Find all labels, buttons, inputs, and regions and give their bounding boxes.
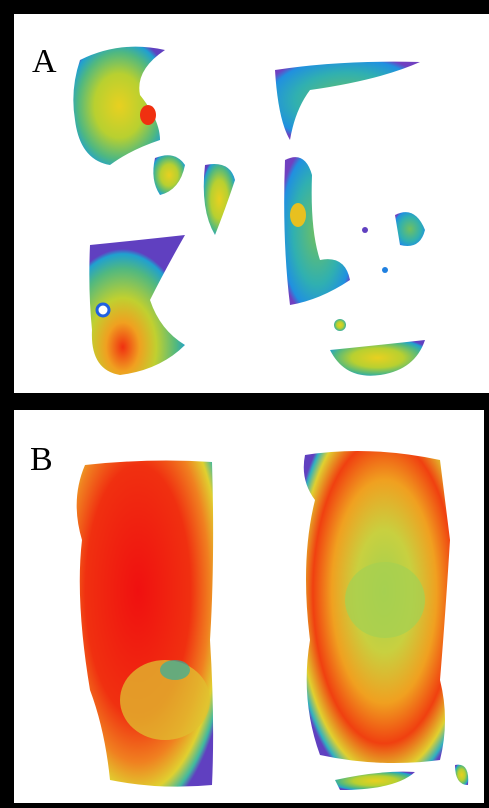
page: {"panels": [{"label": "A"}, {"label": "B… [0, 0, 489, 808]
panel-label: A [32, 43, 57, 80]
figure: A B [0, 0, 489, 808]
panel-label: B [30, 441, 53, 478]
